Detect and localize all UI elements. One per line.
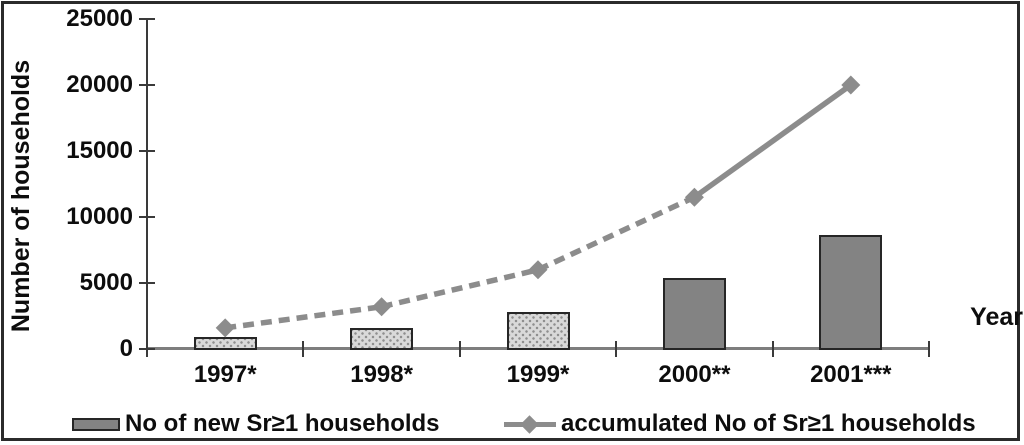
- y-axis-line: [146, 19, 148, 357]
- x-axis-title: Year: [970, 303, 1023, 331]
- y-tick-mark: [139, 18, 155, 20]
- y-axis-title: Number of households: [7, 59, 35, 333]
- y-tick-label: 15000: [66, 137, 133, 164]
- legend-item-bars: No of new Sr≥1 households: [72, 410, 440, 438]
- bar-1998*: [350, 327, 414, 350]
- bar-legend-label: No of new Sr≥1 households: [125, 410, 440, 437]
- line-legend-marker-icon: [504, 414, 556, 434]
- x-tick-mark: [146, 341, 148, 357]
- x-tick-label: 1997*: [193, 361, 257, 388]
- bar-2000**: [662, 277, 726, 350]
- legend-item-line: accumulated No of Sr≥1 households: [504, 410, 976, 438]
- y-tick-label: 20000: [66, 71, 133, 98]
- x-tick-mark: [302, 341, 305, 357]
- bar-1997*: [193, 337, 257, 350]
- line-legend-label: accumulated No of Sr≥1 households: [561, 410, 976, 437]
- x-tick-mark: [615, 341, 618, 357]
- x-tick-label: 1999*: [506, 361, 570, 388]
- bar-1999*: [506, 312, 570, 350]
- x-tick-label: 1998*: [350, 361, 413, 388]
- bar-2001***: [819, 235, 883, 350]
- y-tick-mark: [139, 84, 155, 86]
- x-tick-label: 2001***: [810, 361, 892, 388]
- x-tick-label: 2000**: [658, 361, 731, 388]
- y-tick-mark: [139, 150, 155, 152]
- diamond-marker-icon: [520, 414, 539, 434]
- x-tick-mark: [928, 341, 930, 357]
- y-tick-mark: [139, 282, 155, 284]
- bar-legend-swatch-icon: [72, 417, 120, 431]
- x-tick-mark: [458, 341, 461, 357]
- y-tick-label: 25000: [66, 5, 133, 32]
- y-tick-label: 0: [119, 335, 133, 362]
- y-tick-mark: [139, 216, 155, 218]
- x-tick-mark: [771, 341, 774, 357]
- y-tick-label: 10000: [66, 203, 133, 230]
- y-tick-label: 5000: [79, 269, 133, 296]
